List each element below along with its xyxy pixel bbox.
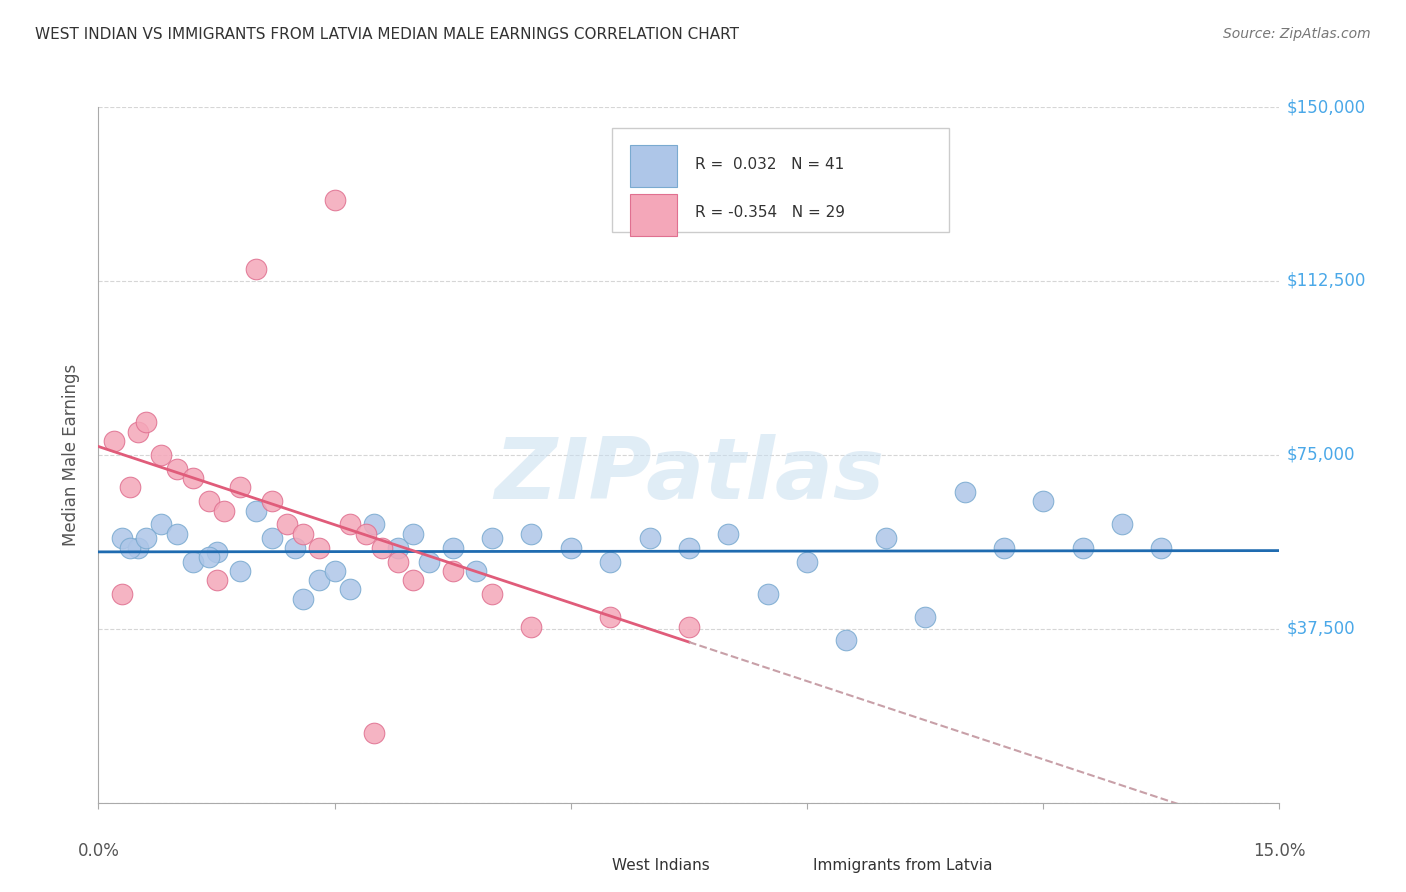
Point: [127, 425, 149, 439]
Text: WEST INDIAN VS IMMIGRANTS FROM LATVIA MEDIAN MALE EARNINGS CORRELATION CHART: WEST INDIAN VS IMMIGRANTS FROM LATVIA ME…: [35, 27, 740, 42]
Bar: [547, 845, 595, 887]
Point: [441, 564, 464, 578]
Point: [284, 541, 307, 555]
Point: [276, 517, 298, 532]
Point: [323, 193, 346, 207]
Point: [835, 633, 858, 648]
Point: [402, 573, 425, 587]
Point: [993, 541, 1015, 555]
Point: [560, 541, 582, 555]
Point: [756, 587, 779, 601]
Point: [118, 541, 141, 555]
Point: [638, 532, 661, 546]
Point: [1071, 541, 1094, 555]
Point: [111, 587, 134, 601]
Point: [166, 526, 188, 541]
Point: [229, 480, 252, 494]
Point: [354, 526, 377, 541]
Point: [481, 532, 503, 546]
Point: [166, 462, 188, 476]
Point: [520, 619, 543, 633]
Text: 0.0%: 0.0%: [77, 842, 120, 860]
Point: [1150, 541, 1173, 555]
Point: [481, 587, 503, 601]
Point: [387, 555, 409, 569]
Point: [292, 526, 315, 541]
Point: [520, 526, 543, 541]
Point: [717, 526, 740, 541]
Point: [292, 591, 315, 606]
Point: [914, 610, 936, 624]
Point: [150, 448, 173, 462]
Point: [181, 471, 204, 485]
Point: [599, 555, 621, 569]
Point: [339, 582, 361, 597]
Point: [678, 541, 700, 555]
Text: $150,000: $150,000: [1286, 98, 1365, 116]
Text: West Indians: West Indians: [612, 858, 710, 873]
Point: [363, 517, 385, 532]
Point: [796, 555, 818, 569]
Text: ZIPatlas: ZIPatlas: [494, 434, 884, 517]
Point: [135, 416, 157, 430]
Point: [111, 532, 134, 546]
Text: R = -0.354   N = 29: R = -0.354 N = 29: [695, 205, 845, 220]
Text: Immigrants from Latvia: Immigrants from Latvia: [813, 858, 993, 873]
Point: [441, 541, 464, 555]
Bar: [630, 194, 678, 235]
Text: $75,000: $75,000: [1286, 446, 1355, 464]
Point: [953, 485, 976, 500]
Point: [363, 726, 385, 740]
Bar: [630, 145, 678, 187]
Point: [245, 503, 267, 517]
Text: $37,500: $37,500: [1286, 620, 1355, 638]
Bar: [748, 845, 796, 887]
Point: [599, 610, 621, 624]
Point: [308, 541, 330, 555]
Point: [150, 517, 173, 532]
Point: [260, 494, 283, 508]
Text: R =  0.032   N = 41: R = 0.032 N = 41: [695, 157, 844, 171]
Point: [323, 564, 346, 578]
Point: [181, 555, 204, 569]
Text: Source: ZipAtlas.com: Source: ZipAtlas.com: [1223, 27, 1371, 41]
Text: $112,500: $112,500: [1286, 272, 1365, 290]
Point: [197, 549, 219, 564]
Point: [118, 480, 141, 494]
Point: [260, 532, 283, 546]
Point: [103, 434, 125, 448]
Point: [371, 541, 394, 555]
FancyBboxPatch shape: [612, 128, 949, 232]
Point: [135, 532, 157, 546]
Point: [1111, 517, 1133, 532]
Point: [205, 573, 228, 587]
Point: [308, 573, 330, 587]
Point: [214, 503, 236, 517]
Point: [205, 545, 228, 559]
Point: [678, 619, 700, 633]
Point: [402, 526, 425, 541]
Point: [229, 564, 252, 578]
Point: [875, 532, 897, 546]
Point: [418, 555, 440, 569]
Point: [387, 541, 409, 555]
Point: [465, 564, 488, 578]
Point: [197, 494, 219, 508]
Point: [339, 517, 361, 532]
Y-axis label: Median Male Earnings: Median Male Earnings: [62, 364, 80, 546]
Point: [127, 541, 149, 555]
Point: [245, 262, 267, 277]
Text: 15.0%: 15.0%: [1253, 842, 1306, 860]
Point: [1032, 494, 1054, 508]
